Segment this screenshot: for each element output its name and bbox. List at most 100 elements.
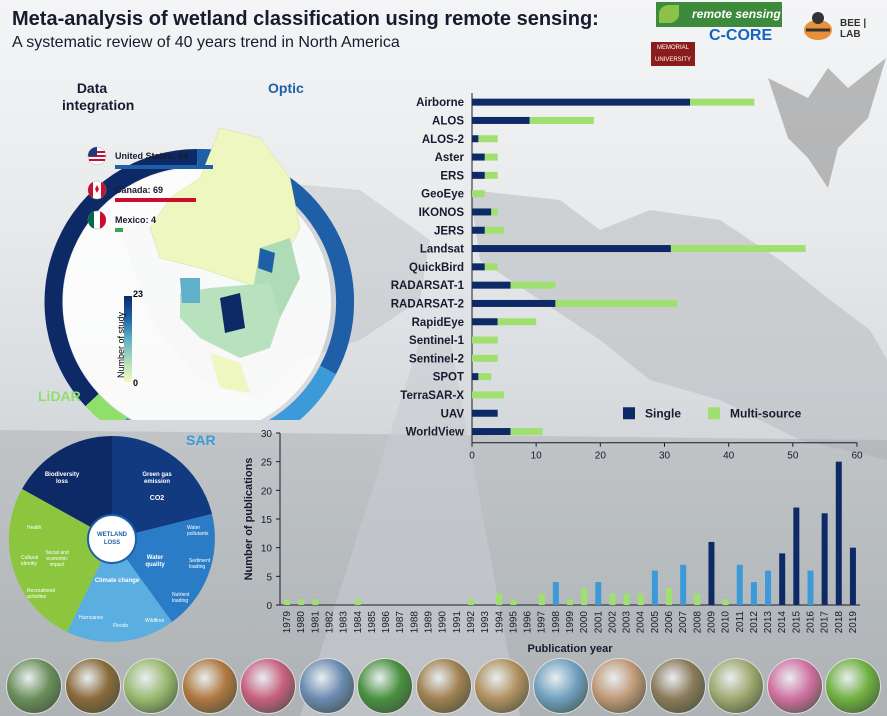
wetland-photo (766, 658, 823, 714)
hbar-category-label: WorldView (406, 427, 464, 439)
year-y-tick-label: 15 (261, 515, 273, 526)
colorbar-min: 0 (133, 378, 139, 388)
hbar-category-label: Sentinel-1 (409, 335, 465, 347)
year-x-tick-label: 1985 (367, 611, 378, 634)
wheel-segment-climate-change (67, 539, 172, 642)
wheel-center-label: WETLAND LOSS (97, 532, 128, 546)
country-label-us: United States: 84 (115, 151, 189, 161)
year-x-tick-label: 1991 (452, 611, 463, 634)
year-x-tick-label: 2018 (834, 611, 845, 634)
year-x-tick-label: 1982 (325, 611, 336, 634)
year-bar (284, 599, 291, 605)
hbar-category-label: Sentinel-2 (409, 353, 464, 365)
year-x-tick-label: 1979 (282, 611, 293, 634)
year-x-tick-label: 2013 (763, 611, 774, 634)
year-y-axis-title: Number of publications (243, 458, 255, 581)
beelab-logo: BEE | LAB (840, 18, 867, 40)
wheel-outer-health: Health (27, 525, 42, 531)
hbar-bar-multi-source (497, 318, 537, 326)
legend-label-multi-source: Multi-source (730, 406, 802, 420)
legend-swatch-single (623, 407, 635, 420)
hbar-x-tick-label: 60 (851, 451, 863, 462)
hbar-category-label: SPOT (433, 372, 464, 384)
wheel-outer-floods: Floods (113, 623, 129, 629)
year-x-tick-label: 1988 (409, 611, 420, 634)
hbar-bar-multi-source (484, 171, 498, 179)
wetland-photo (415, 658, 472, 714)
hbar-bar-single (472, 245, 671, 253)
year-x-tick-label: 2008 (692, 611, 703, 634)
year-x-tick-label: 1995 (508, 611, 519, 634)
year-x-tick-label: 2001 (593, 611, 604, 634)
year-x-tick-label: 2006 (664, 611, 675, 634)
mexico-flag-icon (87, 210, 107, 230)
wheel-label-climate-change: Climate change (95, 578, 140, 584)
year-bar (736, 564, 743, 605)
sensor-bar-chart: Airborne ALOS ALOS-2 Aster ERS GeoEye IKONOS JE… (391, 93, 863, 462)
country-label-canada: Canada: 69 (115, 185, 164, 195)
hbar-category-label: UAV (441, 408, 465, 420)
hbar-category-label: RADARSAT-1 (391, 280, 465, 292)
year-x-tick-label: 2003 (622, 611, 633, 634)
hbar-category-label: JERS (434, 225, 464, 237)
year-bar (807, 570, 814, 605)
year-x-tick-label: 2015 (791, 611, 802, 634)
hbar-bar-single (472, 428, 511, 436)
wheel-segment-biodiversity (22, 436, 112, 539)
bee-icon (804, 12, 832, 40)
year-bar (467, 599, 474, 605)
lidar-label: LiDAR (38, 388, 81, 404)
year-bar (496, 593, 503, 605)
wheel-outer-cultural: Cultural identity (21, 555, 38, 567)
hbar-x-tick-label: 20 (595, 451, 607, 462)
year-y-tick-label: 30 (261, 429, 273, 440)
north-america-map (149, 127, 301, 393)
hbar-x-tick-label: 30 (659, 451, 671, 462)
hbar-bar-single (472, 373, 479, 381)
hbar-bar-single (472, 409, 498, 417)
hbar-category-label: Aster (435, 152, 465, 164)
year-bar (666, 587, 673, 605)
year-bar (821, 513, 828, 605)
hbar-bar-multi-source (472, 391, 505, 399)
optic-label: Optic (268, 80, 304, 96)
year-x-tick-label: 1987 (395, 611, 406, 634)
hbar-x-tick-label: 40 (723, 451, 735, 462)
year-x-tick-label: 1980 (296, 611, 307, 634)
wheel-outer-hurricanes: Hurricanes (79, 615, 104, 621)
year-y-tick-label: 20 (261, 486, 273, 497)
year-bar (765, 570, 772, 605)
hbar-bar-multi-source (478, 373, 492, 381)
wheel-center (87, 514, 137, 564)
us-flag-icon (87, 146, 107, 166)
year-x-tick-label: 2019 (848, 611, 859, 634)
year-bar (651, 570, 658, 605)
year-x-tick-label: 1999 (565, 611, 576, 634)
hbar-x-tick-label: 0 (469, 451, 475, 462)
hbar-x-tick-label: 10 (531, 451, 543, 462)
year-x-tick-label: 2011 (735, 611, 746, 633)
publication-year-chart: 0 5 10 15 20 25 30 1979 1980 1981 1982 1983 1984 1985… (243, 429, 860, 655)
year-bar (849, 547, 856, 605)
wheel-outer-recreational: Recreational activities (27, 588, 55, 600)
hbar-bar-multi-source (472, 354, 498, 362)
hbar-bar-multi-source (510, 281, 556, 289)
wetland-photo (708, 658, 764, 714)
year-bar (354, 599, 361, 605)
country-label-mexico: Mexico: 4 (115, 215, 157, 225)
year-x-tick-label: 1989 (424, 611, 435, 634)
hbar-bar-single (472, 208, 492, 216)
hbar-category-label: TerraSAR-X (400, 390, 464, 402)
year-x-tick-label: 2012 (749, 611, 760, 634)
year-x-axis-title: Publication year (528, 643, 614, 655)
wheel-segment-green-gas (112, 435, 212, 539)
hbar-bar-multi-source (478, 135, 498, 143)
year-x-tick-label: 2016 (805, 611, 816, 634)
hbar-bar-single (472, 98, 691, 106)
hbar-category-label: IKONOS (419, 207, 465, 219)
year-x-tick-label: 2017 (820, 611, 831, 634)
wheel-label-green-gas: Green gas emission (142, 472, 172, 485)
year-bar (567, 599, 573, 605)
leaf-icon (659, 5, 679, 23)
hbar-bar-single (472, 116, 530, 124)
